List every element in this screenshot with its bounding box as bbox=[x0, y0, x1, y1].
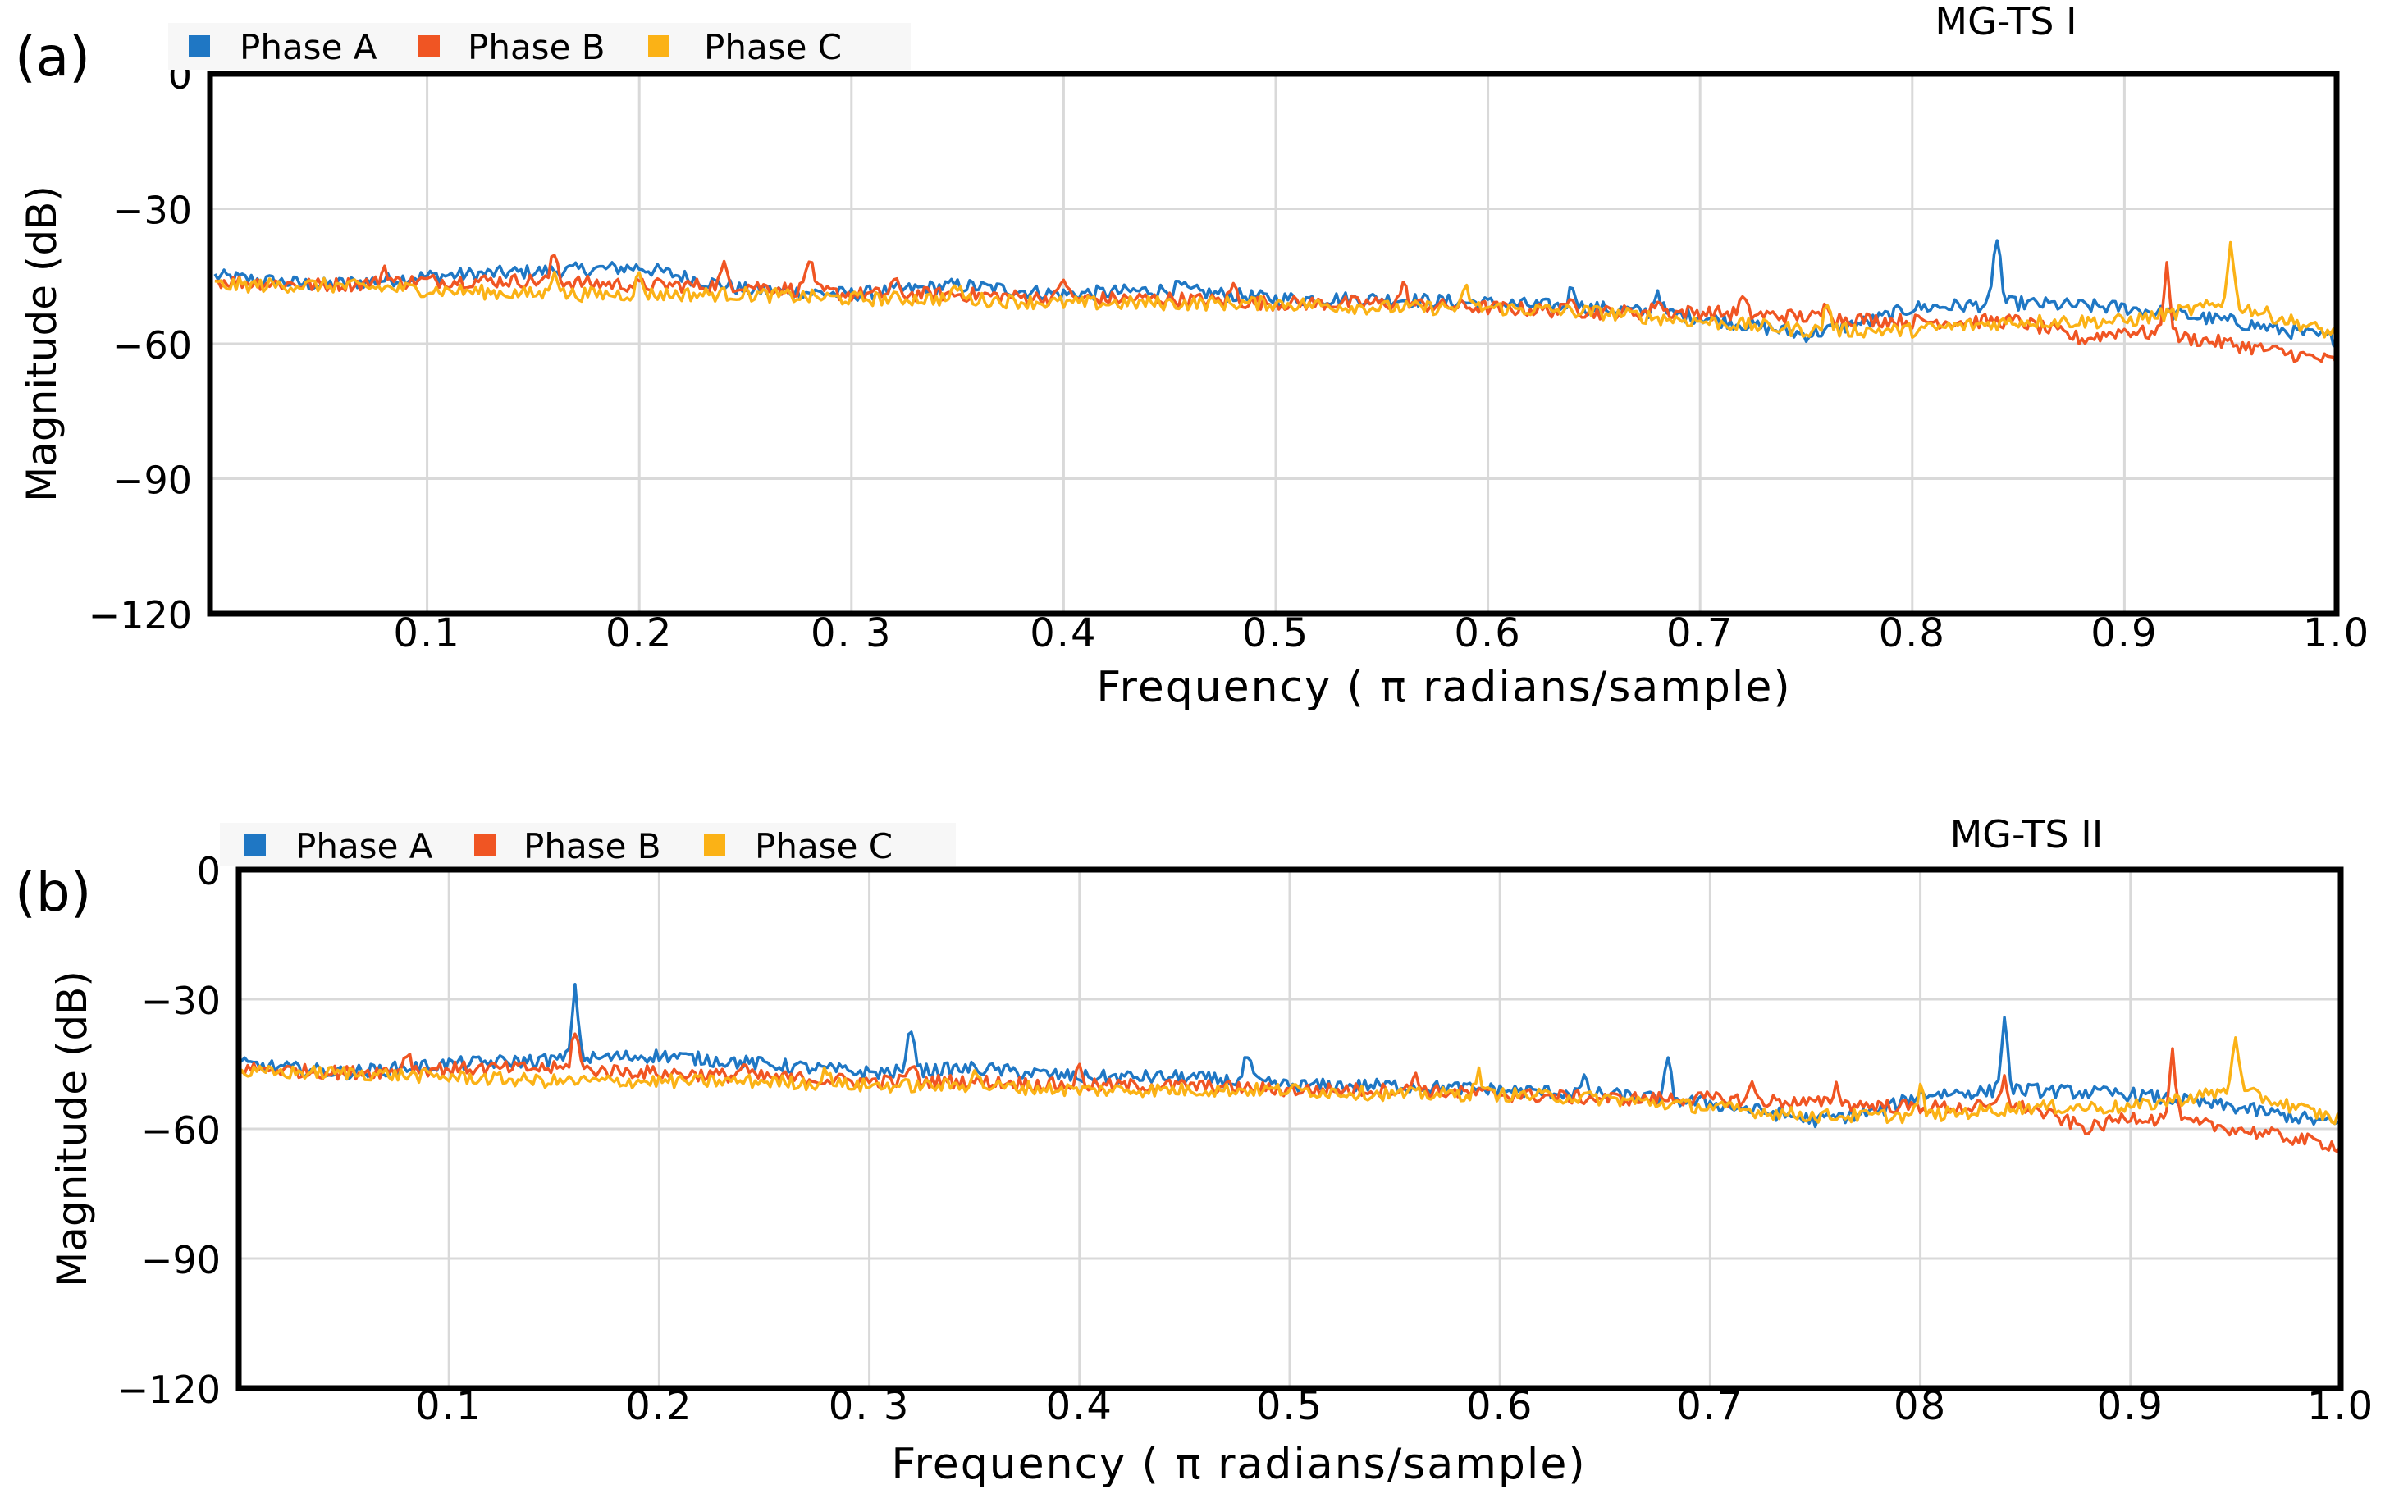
legend-label: Phase C bbox=[755, 826, 893, 866]
x-tick-label: 0.8 bbox=[1879, 610, 1946, 656]
x-axis-label: Frequency ( π radians/sample) bbox=[1096, 663, 1791, 712]
x-tick-label: 0.7 bbox=[1676, 1383, 1743, 1429]
legend-swatch bbox=[648, 35, 669, 57]
y-tick-label: −30 bbox=[112, 189, 192, 233]
x-tick-label: 0. 3 bbox=[829, 1383, 911, 1429]
panel-label: (b) bbox=[15, 861, 91, 924]
legend-box bbox=[168, 23, 911, 70]
chart-panel-a: 0−30−60−90−120 0.1 0.2 0. 3 0.4 0.5 0.6 0.7 0.8 0… bbox=[15, 0, 2370, 712]
x-tick-label: 0.1 bbox=[415, 1383, 482, 1429]
legend-swatch bbox=[474, 834, 496, 856]
legend-swatch bbox=[244, 834, 266, 856]
x-axis-label: Frequency ( π radians/sample) bbox=[891, 1440, 1586, 1489]
legend-swatch bbox=[418, 35, 440, 57]
y-tick-label: −90 bbox=[112, 459, 192, 503]
x-tick-label: 0.9 bbox=[2090, 610, 2158, 656]
legend-label: Phase A bbox=[295, 826, 433, 866]
legend-label: Phase C bbox=[704, 27, 842, 67]
plot-frame bbox=[207, 71, 2340, 617]
series-line-phase-c bbox=[237, 1036, 2342, 1126]
legend-swatch bbox=[704, 834, 725, 856]
y-tick-label: −60 bbox=[141, 1108, 221, 1153]
y-tick-label: −120 bbox=[89, 593, 192, 637]
plot-frame bbox=[235, 866, 2344, 1391]
x-tick-label: 0.6 bbox=[1466, 1383, 1533, 1429]
x-tick-label: 0.6 bbox=[1454, 610, 1521, 656]
y-tick-label: 0 bbox=[197, 849, 221, 893]
y-tick-label: −90 bbox=[141, 1238, 221, 1282]
panel-label: (a) bbox=[15, 25, 90, 89]
y-tick-label: −30 bbox=[141, 979, 221, 1023]
x-tick-label: 0.1 bbox=[393, 610, 460, 656]
x-tick-label: 0.4 bbox=[1046, 1383, 1113, 1429]
legend-label: Phase B bbox=[468, 27, 605, 67]
chart-title: MG-TS II bbox=[1950, 812, 2104, 856]
legend-label: Phase B bbox=[523, 826, 661, 866]
chart-title: MG-TS I bbox=[1935, 0, 2077, 43]
legend-box bbox=[220, 823, 956, 866]
x-tick-label: 0.7 bbox=[1666, 610, 1734, 656]
x-tick-label: 0.4 bbox=[1030, 610, 1097, 656]
y-tick-label: −120 bbox=[117, 1368, 221, 1412]
x-tick-label: 1.0 bbox=[2303, 610, 2370, 656]
x-tick-label: 0. 3 bbox=[811, 610, 893, 656]
legend-label: Phase A bbox=[240, 27, 377, 67]
y-axis-label: Magnitude (dB) bbox=[48, 971, 96, 1287]
x-tick-label: 0.5 bbox=[1256, 1383, 1323, 1429]
series-line-phase-a bbox=[213, 239, 2337, 349]
x-tick-label: 08 bbox=[1894, 1383, 1947, 1429]
legend-swatch bbox=[189, 35, 210, 57]
x-tick-label: 0.2 bbox=[625, 1383, 692, 1429]
x-tick-label: 0.9 bbox=[2097, 1383, 2164, 1429]
x-tick-label: 0.2 bbox=[605, 610, 673, 656]
y-tick-label: −60 bbox=[112, 323, 192, 368]
y-axis-label: Magnitude (dB) bbox=[18, 185, 66, 502]
x-tick-label: 0.5 bbox=[1242, 610, 1309, 656]
chart-panel-b: 0 −30 −60 −90 −120 0.1 0.2 0. 3 0.4 0.5 0.6 0.7 08 0.… bbox=[15, 812, 2374, 1489]
series-line-phase-c bbox=[214, 240, 2338, 340]
x-tick-label: 1.0 bbox=[2307, 1383, 2374, 1429]
